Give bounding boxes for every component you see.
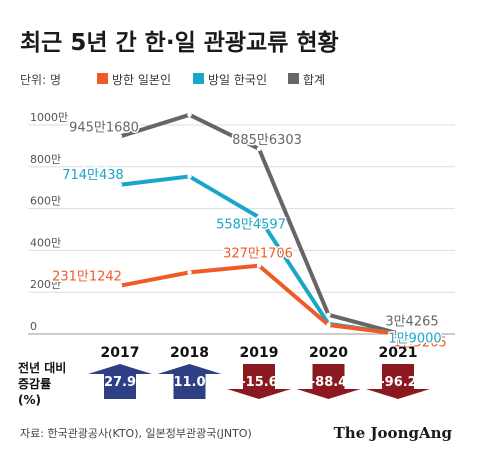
change-arrow-down — [227, 364, 291, 399]
change-title-line-2: 증감률 — [18, 376, 51, 391]
data-point-total — [187, 112, 192, 118]
change-arrows: 27.9 11.0 -15.6 -88.4 -96.2 — [88, 364, 430, 399]
change-value-label: -15.6 — [240, 375, 277, 390]
y-tick-label: 200만 — [30, 278, 61, 291]
data-point-japanese-visitors — [326, 322, 331, 328]
y-tick-label: 600만 — [30, 195, 61, 208]
change-arrow-down — [366, 364, 430, 399]
y-tick-label: 800만 — [30, 153, 61, 166]
change-value-label: -96.2 — [379, 375, 416, 390]
change-title-line-3: (%) — [18, 393, 41, 407]
change-arrow-up — [157, 364, 222, 399]
x-tick-label: 2021 — [379, 345, 418, 361]
data-label-korean-visitors: 1만9000 — [388, 332, 441, 347]
publisher-logo: The JoongAng — [334, 424, 453, 442]
legend-swatch-japanese-visitors — [97, 73, 108, 84]
data-label-korean-visitors: 558만4597 — [216, 217, 286, 232]
data-point-japanese-visitors — [117, 283, 123, 288]
data-point-total — [256, 146, 262, 152]
legend-label-korean-visitors: 방일 한국인 — [208, 73, 267, 87]
y-tick-label: 1000만 — [30, 111, 68, 124]
data-point-japanese-visitors — [395, 331, 401, 336]
data-point-japanese-visitors — [256, 263, 262, 268]
change-arrow-up — [88, 364, 152, 399]
legend-swatch-total — [288, 73, 299, 84]
series-lines — [117, 112, 401, 336]
data-label-total: 885만6303 — [232, 133, 302, 148]
data-labels: 231만1242 327만1706 1만5265 714만438 558만4597 1만9… — [51, 119, 449, 352]
data-point-korean-visitors — [117, 182, 123, 187]
change-value-label: 27.9 — [104, 375, 136, 390]
legend-swatch-korean-visitors — [193, 73, 204, 84]
change-title: 전년 대비 증감률 (%) — [18, 360, 66, 407]
data-point-total — [117, 134, 123, 139]
legend-label-japanese-visitors: 방한 일본인 — [112, 73, 171, 87]
y-tick-label: 0 — [30, 320, 37, 333]
chart-title: 최근 5년 간 한·일 관광교류 현황 — [20, 30, 339, 56]
unit-label: 단위: 명 — [20, 73, 61, 87]
x-tick-label: 2020 — [309, 345, 348, 361]
y-tick-label: 400만 — [30, 236, 61, 249]
x-tick-label: 2019 — [240, 345, 279, 361]
source-note: 자료: 한국관광공사(KTO), 일본정부관광국(JNTO) — [20, 426, 252, 440]
grid — [28, 124, 455, 335]
data-label-total: 945만1680 — [69, 120, 139, 135]
data-label-japanese-visitors: 1만5265 — [393, 336, 446, 351]
data-point-total — [326, 312, 331, 317]
data-label-japanese-visitors: 327만1706 — [223, 247, 293, 262]
data-point-korean-visitors — [187, 174, 192, 179]
change-value-label: -88.4 — [310, 375, 347, 390]
data-point-korean-visitors — [256, 215, 262, 220]
data-label-japanese-visitors: 231만1242 — [52, 270, 122, 285]
data-label-total: 3만4265 — [385, 314, 438, 329]
x-axis-ticks: 2017 2018 2019 2020 2021 — [101, 345, 418, 361]
change-title-line-1: 전년 대비 — [18, 360, 66, 375]
legend: 방한 일본인 방일 한국인 합계 — [97, 73, 325, 87]
x-tick-label: 2018 — [170, 345, 209, 361]
legend-label-total: 합계 — [303, 73, 325, 87]
y-axis-ticks: 0 200만 400만 600만 800만 1000만 — [30, 111, 68, 333]
data-point-japanese-visitors — [187, 270, 192, 275]
change-value-label: 11.0 — [173, 375, 205, 390]
x-tick-label: 2017 — [101, 345, 140, 361]
change-arrow-down — [296, 364, 361, 399]
data-label-korean-visitors: 714만438 — [62, 168, 124, 183]
